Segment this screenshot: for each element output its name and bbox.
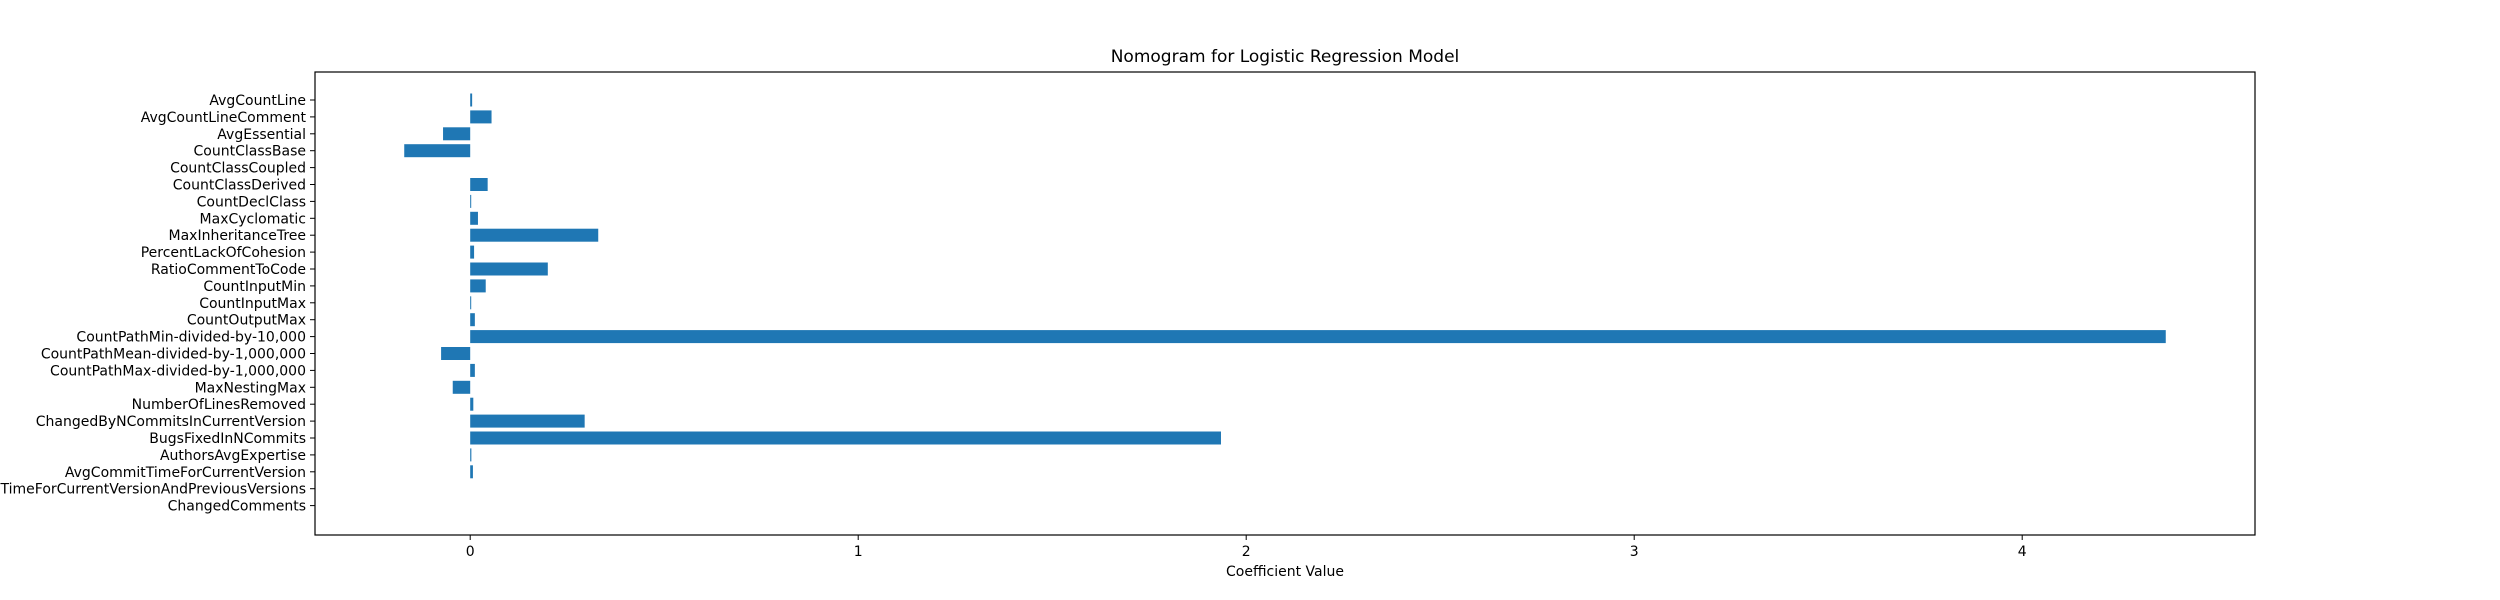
x-tick-label: 4 (2018, 544, 2027, 560)
y-tick-label: ChangedComments (168, 499, 306, 515)
bars-group (404, 93, 2166, 479)
y-tick-label: AvgCountLine (209, 93, 306, 109)
bar-10 (470, 262, 548, 276)
bar-20 (470, 431, 1221, 445)
y-tick-label: BugsFixedInNCommits (149, 431, 306, 447)
bar-0 (470, 93, 473, 107)
bar-11 (470, 279, 486, 293)
y-tick-labels: AvgCountLineAvgCountLineCommentAvgEssent… (0, 93, 315, 515)
bar-3 (404, 144, 471, 158)
y-tick-label: CountDeclClass (197, 194, 306, 210)
y-tick-label: AvgCommitTimeForCurrentVersion (65, 465, 306, 481)
bar-2 (443, 127, 471, 141)
bar-1 (470, 110, 492, 124)
y-tick-label: TimeForCurrentVersionAndPreviousVersions (0, 482, 306, 498)
chart-title: Nomogram for Logistic Regression Model (1111, 47, 1460, 67)
y-tick-label: CountClassCoupled (170, 161, 306, 177)
y-tick-label: CountClassDerived (173, 178, 306, 194)
y-tick-label: CountPathMin-divided-by-10,000 (76, 330, 306, 346)
y-tick-label: CountInputMax (199, 296, 306, 312)
plot-frame (314, 71, 2256, 536)
x-tick-label: 3 (1630, 544, 1639, 560)
y-tick-label: MaxNestingMax (195, 380, 306, 396)
y-tick-label: AuthorsAvgExpertise (160, 448, 306, 464)
bar-13 (470, 313, 475, 327)
y-tick-label: CountClassBase (194, 144, 307, 160)
bar-16 (470, 363, 475, 377)
y-tick-label: RatioCommentToCode (151, 262, 306, 278)
y-tick-label: NumberOfLinesRemoved (132, 397, 306, 413)
bar-18 (470, 397, 474, 411)
bar-15 (441, 347, 471, 360)
bar-12 (470, 296, 472, 310)
bar-21 (470, 448, 472, 462)
y-tick-label: ChangedByNCommitsInCurrentVersion (36, 414, 306, 430)
x-axis-label: Coefficient Value (1226, 564, 1344, 580)
x-tick-label: 0 (466, 544, 475, 560)
bar-6 (470, 194, 472, 208)
bar-8 (470, 228, 599, 242)
y-tick-label: MaxCyclomatic (200, 211, 306, 227)
bar-7 (470, 211, 478, 225)
bar-9 (470, 245, 475, 259)
x-ticks: 0 1 2 3 4 (466, 535, 2027, 560)
bar-19 (470, 414, 585, 428)
y-tick-label: MaxInheritanceTree (169, 228, 307, 244)
x-tick-label: 1 (854, 544, 863, 560)
y-tick-label: PercentLackOfCohesion (141, 245, 306, 261)
bar-5 (470, 178, 488, 191)
bar-14 (470, 330, 2166, 344)
bar-22 (470, 465, 473, 479)
bar-17 (452, 380, 471, 394)
y-tick-label: CountPathMax-divided-by-1,000,000 (50, 363, 306, 379)
y-tick-label: AvgEssential (217, 127, 306, 143)
y-tick-label: CountPathMean-divided-by-1,000,000 (41, 347, 306, 363)
y-tick-label: AvgCountLineComment (141, 110, 307, 126)
y-tick-label: CountOutputMax (187, 313, 306, 329)
y-tick-label: CountInputMin (203, 279, 306, 295)
x-tick-label: 2 (1242, 544, 1251, 560)
